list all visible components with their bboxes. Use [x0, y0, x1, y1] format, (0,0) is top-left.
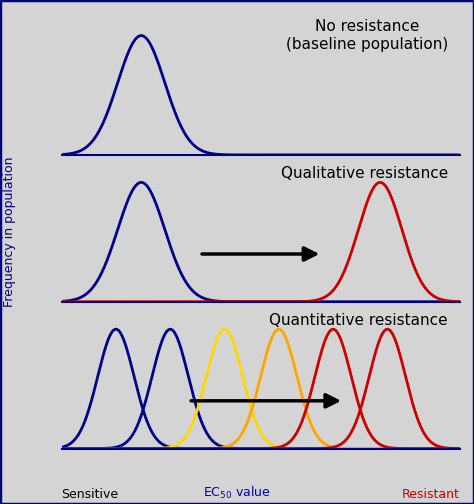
- Text: Sensitive: Sensitive: [62, 488, 119, 501]
- Text: No resistance
(baseline population): No resistance (baseline population): [286, 19, 448, 52]
- Text: Quantitative resistance: Quantitative resistance: [269, 313, 448, 328]
- Text: Frequency in population: Frequency in population: [3, 157, 16, 307]
- Text: $\mathregular{EC_{50}}$ value: $\mathregular{EC_{50}}$ value: [203, 485, 271, 501]
- Text: Qualitative resistance: Qualitative resistance: [281, 166, 448, 181]
- Text: Resistant: Resistant: [402, 488, 460, 501]
